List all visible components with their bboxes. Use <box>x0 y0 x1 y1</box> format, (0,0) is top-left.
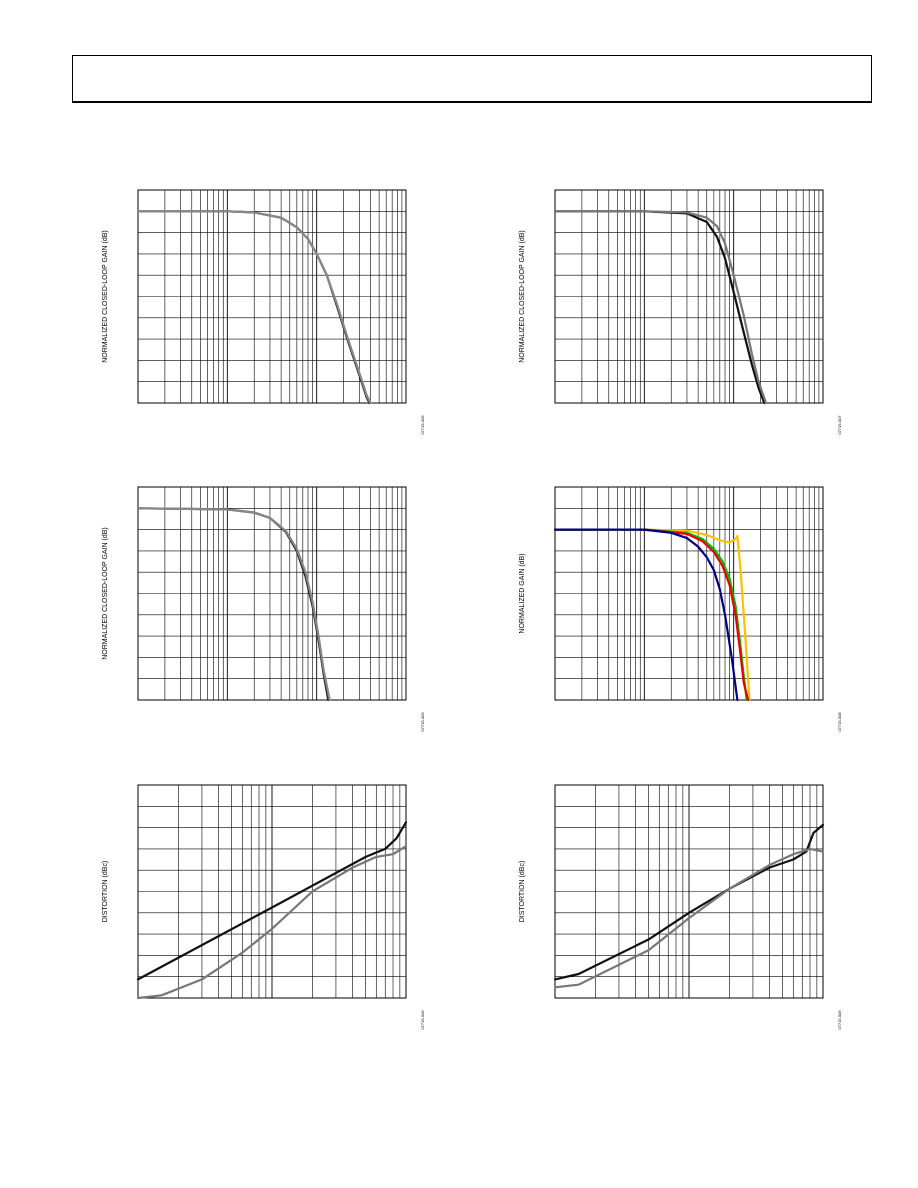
chart-grid <box>138 785 406 998</box>
chart-panel: NORMALIZED GAIN (dB) 07715-008 <box>512 482 847 742</box>
plot-frame <box>554 784 824 999</box>
plot-frame <box>137 784 407 999</box>
series-line <box>553 847 825 989</box>
plot-frame <box>137 486 407 701</box>
figure-id: 07715-006 <box>420 1010 425 1030</box>
chart-svg: DISTORTION (dBc) 07715-009 <box>519 784 842 1030</box>
chart-grid <box>555 785 823 998</box>
chart-svg: NORMALIZED CLOSED-LOOP GAIN (dB) 07715-00… <box>102 486 425 732</box>
series-line <box>136 210 371 405</box>
chart-grid <box>138 487 406 700</box>
figure-id: 07715-008 <box>837 712 842 732</box>
y-axis-label: NORMALIZED CLOSED-LOOP GAIN (dB) <box>519 230 526 363</box>
chart-grid <box>555 190 823 403</box>
series-line <box>553 210 768 405</box>
plot-frame <box>137 189 407 404</box>
series-line <box>553 210 766 405</box>
series-line <box>136 210 372 405</box>
chart-panel: DISTORTION (dBc) 07715-006 <box>95 780 430 1040</box>
series-line <box>136 821 408 981</box>
chart-svg: NORMALIZED CLOSED-LOOP GAIN (dB) 07715-00… <box>519 189 842 435</box>
chart-panel: DISTORTION (dBc) 07715-009 <box>512 780 847 1040</box>
chart-svg: NORMALIZED GAIN (dB) 07715-008 <box>519 486 842 732</box>
chart-grid <box>138 190 406 403</box>
figure-id: 07715-006 <box>420 415 425 435</box>
y-axis-label: DISTORTION (dBc) <box>519 861 526 923</box>
series-line <box>553 528 751 702</box>
y-axis-label: NORMALIZED GAIN (dB) <box>519 553 526 633</box>
plot-frame <box>554 486 824 701</box>
chart-svg: NORMALIZED CLOSED-LOOP GAIN (dB) 07715-00… <box>102 189 425 435</box>
series-line <box>136 507 330 702</box>
series-line <box>553 823 825 981</box>
y-axis-label: DISTORTION (dBc) <box>102 861 109 923</box>
chart-grid <box>555 487 823 700</box>
figure-id: 07715-009 <box>837 1010 842 1030</box>
page-header-box <box>72 55 872 103</box>
chart-svg: DISTORTION (dBc) 07715-006 <box>102 784 425 1030</box>
y-axis-label: NORMALIZED CLOSED-LOOP GAIN (dB) <box>102 230 109 363</box>
chart-panel: NORMALIZED CLOSED-LOOP GAIN (dB) 07715-00… <box>95 185 430 445</box>
y-axis-label: NORMALIZED CLOSED-LOOP GAIN (dB) <box>102 527 109 660</box>
plot-frame <box>554 189 824 404</box>
figure-id: 07715-009 <box>420 712 425 732</box>
chart-panel: NORMALIZED CLOSED-LOOP GAIN (dB) 07715-00… <box>95 482 430 742</box>
figure-id: 07715-007 <box>837 415 842 435</box>
series-line <box>136 845 408 1000</box>
series-line <box>553 528 739 702</box>
series-line <box>136 507 331 702</box>
chart-panel: NORMALIZED CLOSED-LOOP GAIN (dB) 07715-00… <box>512 185 847 445</box>
